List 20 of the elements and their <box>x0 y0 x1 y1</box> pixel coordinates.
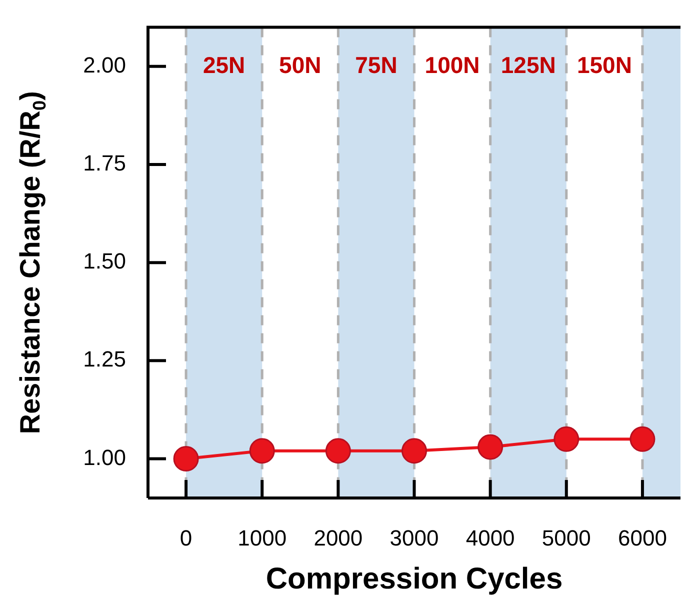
annotation: 100N <box>424 52 480 78</box>
y-tick-label: 1.00 <box>83 444 126 470</box>
y-tick-label: 1.25 <box>83 346 126 372</box>
annotation: 75N <box>355 52 398 78</box>
x-tick-label: 6000 <box>618 525 667 550</box>
annotation: 125N <box>500 52 556 78</box>
y-axis-title: Resistance Change (R/R0) <box>14 91 50 434</box>
annotation: 150N <box>576 52 632 78</box>
x-tick-label: 1000 <box>238 525 287 550</box>
x-tick-label: 2000 <box>314 525 363 550</box>
x-tick-label: 5000 <box>542 525 591 550</box>
x-tick-label: 3000 <box>390 525 439 550</box>
y-tick-label: 2.00 <box>83 52 126 78</box>
x-axis-title: Compression Cycles <box>266 562 563 596</box>
annotation: 50N <box>279 52 322 78</box>
x-tick-label: 4000 <box>466 525 515 550</box>
x-tick-label: 0 <box>180 525 192 550</box>
annotation: 25N <box>202 52 246 78</box>
y-tick-label: 1.50 <box>83 248 126 274</box>
y-tick-label: 1.75 <box>83 150 126 176</box>
